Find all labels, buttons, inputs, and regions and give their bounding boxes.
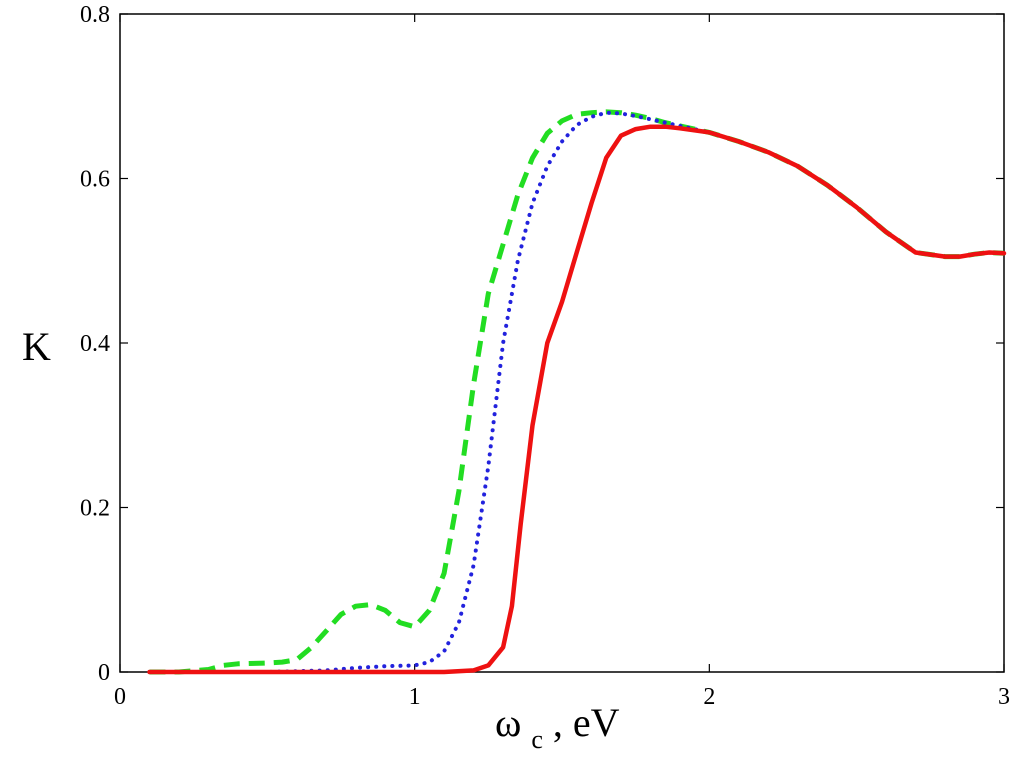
x-axis-label: ω c , eV [495, 700, 620, 757]
series-layer [147, 109, 1007, 675]
x-axis-label-subscript: c [531, 725, 543, 754]
tick-labels: 0 1 2 3 0 0.2 0.4 0.6 0.8 [80, 2, 1010, 710]
y-tick-label: 0.6 [80, 167, 110, 193]
x-tick-label: 0 [114, 684, 126, 710]
series-line-solid [147, 124, 1007, 675]
y-tick-label: 0.8 [80, 2, 110, 28]
series-line-dashed [149, 109, 1005, 675]
y-axis-label: K [22, 324, 51, 369]
plot-frame [119, 13, 1005, 673]
series-line-dotted [147, 110, 1006, 674]
axis-ticks [119, 13, 1005, 673]
x-tick-label: 3 [998, 684, 1010, 710]
x-tick-label: 1 [409, 684, 421, 710]
x-axis-label-unit: , eV [553, 700, 620, 745]
y-tick-label: 0.2 [80, 496, 110, 522]
y-tick-label: 0.4 [80, 331, 110, 357]
y-tick-label: 0 [98, 660, 110, 686]
x-tick-label: 2 [703, 684, 715, 710]
x-axis-label-symbol: ω [495, 700, 521, 745]
